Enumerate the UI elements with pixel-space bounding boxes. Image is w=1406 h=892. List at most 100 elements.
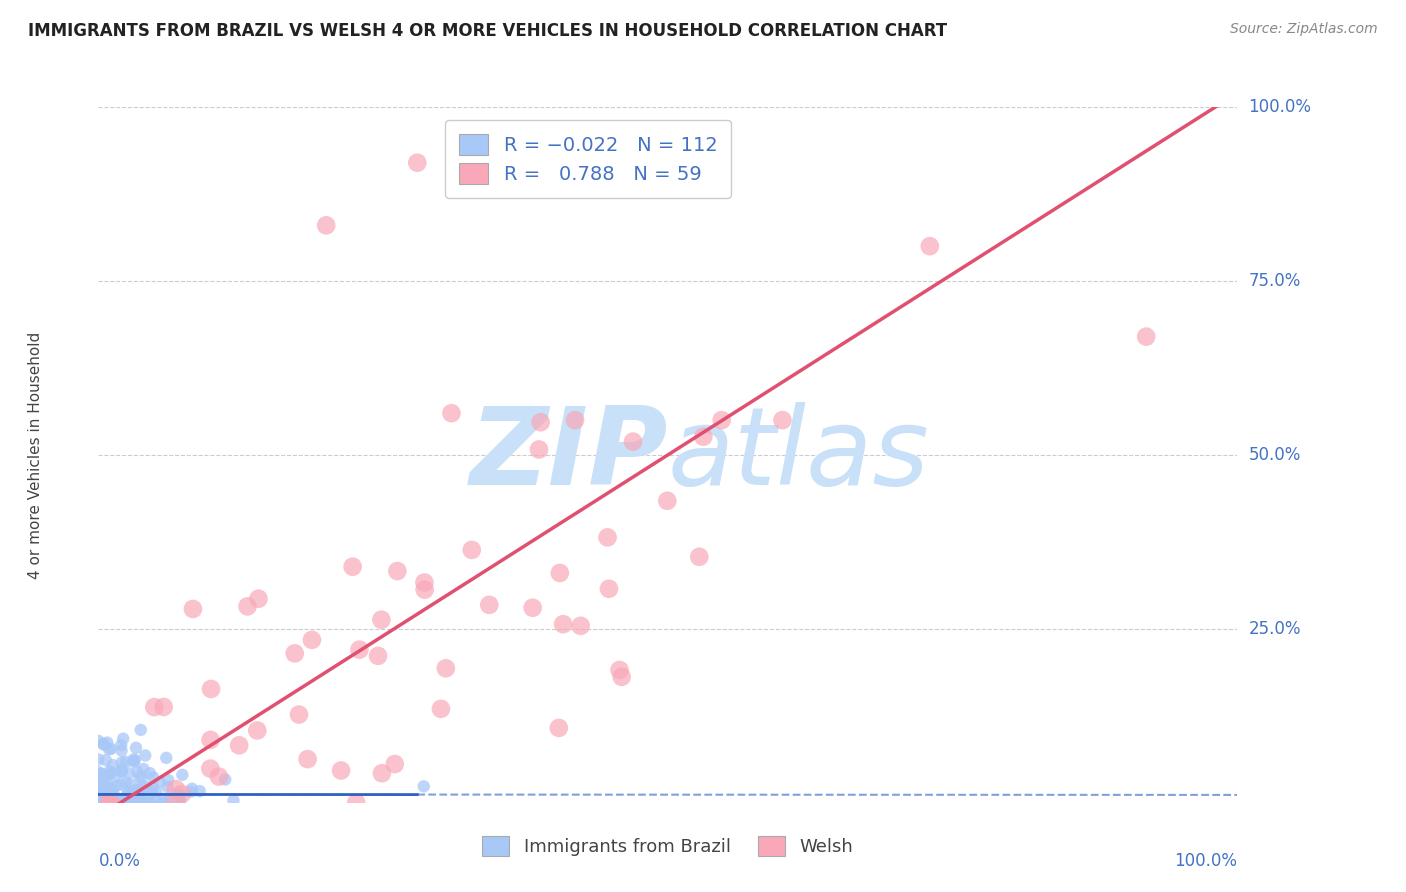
Point: [135, 780, 157, 794]
Point: [522, 600, 544, 615]
Point: [93, 772, 115, 786]
Point: [108, 796, 131, 810]
Point: [124, 796, 146, 810]
Point: [110, 793, 132, 807]
Point: [98, 764, 121, 778]
Legend: Immigrants from Brazil, Welsh: Immigrants from Brazil, Welsh: [475, 829, 860, 863]
Point: [98, 796, 121, 810]
Point: [100, 742, 122, 756]
Point: [87, 789, 110, 804]
Point: [127, 764, 149, 779]
Point: [688, 549, 710, 564]
Point: [94, 796, 117, 810]
Point: [139, 766, 162, 780]
Point: [91, 767, 114, 781]
Point: [157, 773, 180, 788]
Point: [91, 777, 114, 791]
Point: [94, 787, 117, 801]
Point: [114, 796, 136, 810]
Point: [120, 788, 142, 802]
Point: [96, 778, 118, 792]
Point: [87, 789, 110, 803]
Point: [87, 780, 110, 795]
Point: [384, 757, 406, 772]
Point: [110, 777, 132, 791]
Point: [142, 780, 165, 794]
Point: [122, 752, 145, 766]
Point: [115, 776, 138, 790]
Point: [610, 670, 633, 684]
Point: [87, 764, 110, 779]
Text: atlas: atlas: [668, 402, 929, 508]
Point: [166, 787, 188, 801]
Point: [169, 796, 191, 810]
Point: [367, 648, 389, 663]
Text: IMMIGRANTS FROM BRAZIL VS WELSH 4 OR MORE VEHICLES IN HOUSEHOLD CORRELATION CHAR: IMMIGRANTS FROM BRAZIL VS WELSH 4 OR MOR…: [28, 22, 948, 40]
Point: [288, 707, 311, 722]
Point: [87, 786, 110, 800]
Point: [139, 796, 162, 810]
Point: [98, 742, 121, 756]
Point: [156, 780, 179, 794]
Point: [553, 617, 575, 632]
Text: 100.0%: 100.0%: [1174, 852, 1237, 870]
Point: [172, 768, 194, 782]
Point: [122, 755, 145, 769]
Text: 75.0%: 75.0%: [1249, 272, 1301, 290]
Point: [128, 782, 150, 797]
Point: [547, 721, 569, 735]
Point: [105, 796, 128, 810]
Text: 25.0%: 25.0%: [1249, 620, 1301, 638]
Point: [96, 736, 118, 750]
Point: [87, 796, 110, 810]
Point: [200, 732, 222, 747]
Point: [121, 796, 143, 810]
Point: [478, 598, 501, 612]
Point: [87, 785, 110, 799]
Point: [125, 795, 148, 809]
Point: [87, 784, 110, 798]
Point: [527, 442, 550, 457]
Point: [103, 789, 125, 804]
Point: [87, 734, 110, 748]
Point: [98, 796, 121, 810]
Point: [598, 582, 620, 596]
Point: [155, 751, 177, 765]
Point: [569, 619, 592, 633]
Point: [214, 772, 236, 787]
Point: [330, 764, 353, 778]
Point: [87, 772, 110, 787]
Point: [128, 770, 150, 784]
Point: [114, 796, 136, 810]
Point: [111, 756, 134, 770]
Point: [342, 559, 364, 574]
Point: [111, 763, 134, 777]
Point: [110, 743, 132, 757]
Point: [131, 796, 153, 810]
Point: [100, 796, 122, 810]
Point: [143, 700, 166, 714]
Point: [150, 796, 173, 810]
Point: [87, 796, 110, 810]
Point: [349, 642, 371, 657]
Point: [87, 792, 110, 806]
Point: [87, 796, 110, 810]
Point: [100, 781, 122, 796]
Point: [110, 738, 132, 752]
Point: [87, 769, 110, 783]
Point: [181, 602, 204, 616]
Point: [128, 796, 150, 810]
Point: [609, 663, 631, 677]
Point: [165, 796, 187, 810]
Point: [228, 739, 250, 753]
Point: [165, 782, 187, 797]
Point: [112, 731, 135, 746]
Point: [117, 785, 139, 799]
Point: [142, 771, 165, 785]
Point: [103, 770, 125, 784]
Point: [104, 794, 127, 808]
Point: [236, 599, 259, 614]
Point: [413, 575, 436, 590]
Point: [87, 752, 110, 766]
Point: [139, 796, 162, 810]
